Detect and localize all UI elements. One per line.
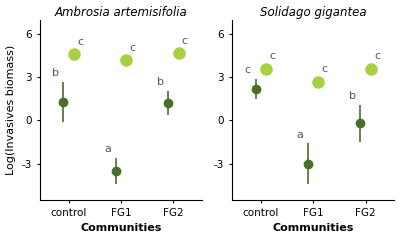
- Text: b: b: [157, 77, 164, 87]
- Text: b: b: [52, 68, 59, 78]
- Text: b: b: [349, 91, 356, 101]
- Title: Solidago gigantea: Solidago gigantea: [260, 5, 366, 19]
- Text: c: c: [77, 37, 83, 47]
- Text: c: c: [130, 43, 136, 53]
- X-axis label: Communities: Communities: [80, 223, 162, 234]
- Y-axis label: Log(Invasives biomass): Log(Invasives biomass): [6, 44, 16, 175]
- Text: c: c: [182, 36, 188, 46]
- Text: a: a: [104, 144, 111, 154]
- Text: c: c: [245, 65, 251, 75]
- Text: c: c: [322, 64, 328, 74]
- X-axis label: Communities: Communities: [272, 223, 354, 234]
- Text: c: c: [269, 51, 276, 61]
- Text: c: c: [374, 51, 380, 61]
- Text: a: a: [297, 130, 304, 140]
- Title: Ambrosia artemisifolia: Ambrosia artemisifolia: [55, 5, 187, 19]
